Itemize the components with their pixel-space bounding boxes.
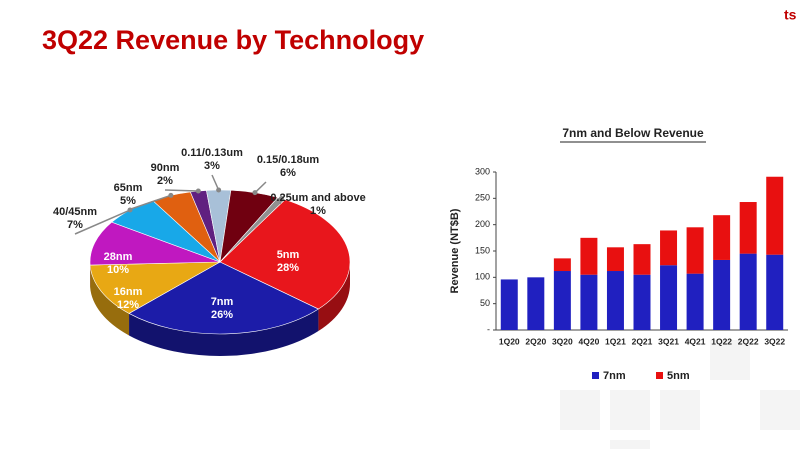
- bar-segment: [686, 273, 704, 330]
- leader-line: [127, 194, 172, 211]
- y-tick-label: 100: [475, 272, 490, 282]
- slice-label: 90nm: [151, 162, 180, 174]
- slice-label: 0.11/0.13um: [181, 147, 243, 159]
- x-tick-label: 3Q21: [658, 336, 679, 346]
- slide-title: 3Q22 Revenue by Technology: [42, 25, 424, 55]
- slice-value-label: 1%: [310, 205, 326, 217]
- slice-label: 28nm: [104, 251, 133, 263]
- slice-label: 40/45nm: [53, 206, 97, 218]
- slice-value-label: 10%: [107, 264, 129, 276]
- slice-label: 5nm: [277, 249, 300, 261]
- x-tick-label: 4Q21: [685, 336, 706, 346]
- pie-top: [128, 261, 320, 335]
- bar-segment: [766, 176, 784, 255]
- pie-side: [129, 309, 319, 357]
- x-tick-label: 3Q20: [552, 336, 573, 346]
- y-tick-label: -: [487, 324, 490, 334]
- leader-dot: [252, 190, 258, 196]
- slice-label: 0.25um and above: [270, 192, 365, 204]
- pie-slice: [89, 261, 221, 336]
- leader-line: [74, 209, 131, 235]
- bar-segment: [580, 237, 598, 275]
- legend-swatch: [656, 372, 663, 379]
- slice-value-label: 7%: [67, 219, 83, 231]
- slice-value-label: 6%: [280, 167, 296, 179]
- slice-value-label: 3%: [204, 160, 220, 172]
- slice-value-label: 28%: [277, 262, 299, 274]
- y-tick-label: 250: [475, 193, 490, 203]
- logo: ts: [784, 7, 797, 23]
- pie-slice: [89, 221, 221, 288]
- x-tick-label: 1Q21: [605, 336, 626, 346]
- slice-value-label: 2%: [157, 175, 173, 187]
- y-tick-label: 50: [480, 298, 490, 308]
- pie-top: [219, 199, 351, 310]
- bar-segment: [660, 230, 678, 266]
- background-squares: [560, 340, 800, 449]
- bar-segment: [606, 247, 624, 272]
- x-tick-label: 3Q22: [764, 336, 785, 346]
- slice-label: 7nm: [211, 296, 234, 308]
- y-axis-label: Revenue (NT$B): [449, 208, 461, 293]
- x-tick-label: 2Q22: [738, 336, 759, 346]
- bar-segment: [633, 244, 651, 275]
- bar-segment: [739, 253, 757, 330]
- y-tick-label: 150: [475, 245, 490, 255]
- slice-label: 65nm: [114, 182, 143, 194]
- slice-value-label: 5%: [120, 195, 136, 207]
- x-tick-label: 2Q20: [525, 336, 546, 346]
- pie-top: [89, 261, 221, 314]
- leader-line: [211, 174, 220, 191]
- slice-label: 16nm: [114, 286, 143, 298]
- legend-label: 5nm: [667, 370, 690, 382]
- chart-title: 7nm and Below Revenue: [562, 126, 704, 140]
- leader-dot: [216, 187, 222, 193]
- x-tick-label: 1Q22: [711, 336, 732, 346]
- bar-segment: [500, 279, 518, 330]
- bar-segment: [713, 259, 731, 330]
- leader-dot: [278, 196, 284, 202]
- bar-segment: [553, 258, 571, 272]
- pie-slice: [128, 261, 320, 357]
- pie-top: [89, 221, 221, 266]
- leader-dot: [195, 188, 201, 194]
- legend-swatch: [592, 372, 599, 379]
- slice-value-label: 26%: [211, 309, 233, 321]
- bar-segment: [739, 202, 757, 254]
- bar-chart: 7nm and Below Revenue Revenue (NT$B) - 50 10…: [449, 126, 788, 382]
- y-tick-label: 200: [475, 219, 490, 229]
- legend-label: 7nm: [603, 370, 626, 382]
- bar-segment: [766, 254, 784, 330]
- x-tick-label: 2Q21: [632, 336, 653, 346]
- x-tick-label: 1Q20: [499, 336, 520, 346]
- bar-segment: [633, 274, 651, 330]
- bar-segment: [527, 277, 545, 330]
- bar-segment: [580, 274, 598, 330]
- slice-label: 0.15/0.18um: [257, 154, 320, 166]
- pie-slice: [219, 199, 351, 332]
- bar-segment: [713, 215, 731, 260]
- leader-line: [164, 189, 199, 192]
- y-tick-label: 300: [475, 166, 490, 176]
- slice-value-label: 12%: [117, 299, 139, 311]
- bar-segment: [660, 265, 678, 330]
- x-tick-label: 4Q20: [579, 336, 600, 346]
- leader-dot: [168, 192, 174, 198]
- bar-segment: [553, 271, 571, 330]
- bar-segment: [606, 271, 624, 330]
- leader-line: [254, 181, 267, 194]
- bar-segment: [686, 227, 704, 274]
